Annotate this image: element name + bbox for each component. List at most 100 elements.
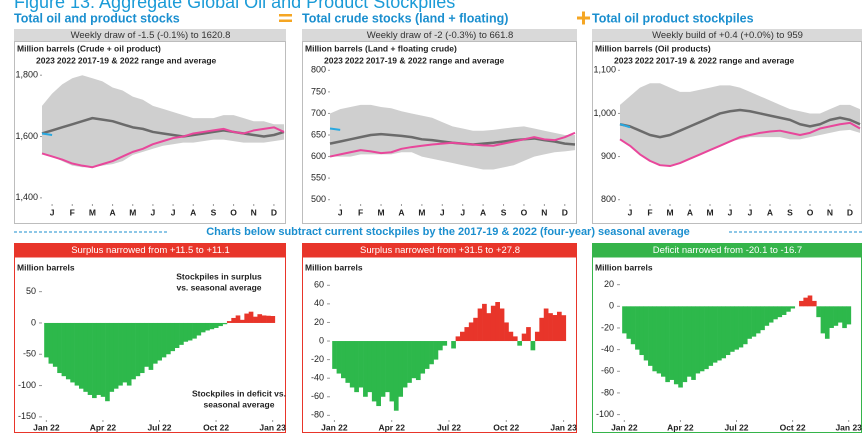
equals-sign: [279, 14, 292, 22]
plus-sign: [577, 11, 590, 25]
x-tick-label: Jul 22: [147, 422, 171, 432]
bar: [253, 316, 258, 323]
bar: [345, 341, 351, 383]
bar: [495, 302, 500, 342]
bar: [777, 306, 783, 318]
x-tick-label: F: [358, 207, 363, 217]
bar: [385, 341, 390, 393]
bar: [213, 322, 219, 328]
annotation: Stockpiles in deficit vs.: [192, 388, 286, 398]
bar: [192, 322, 197, 339]
bar: [122, 322, 128, 383]
bar: [65, 322, 71, 380]
bar: [92, 322, 97, 399]
bar: [433, 341, 439, 360]
panel-title: Surplus narrowed from +31.5 to +27.8: [360, 245, 520, 256]
y-tick-label: -40: [601, 344, 614, 354]
x-tick-label: J: [728, 207, 733, 217]
bar: [747, 306, 752, 339]
bar: [393, 341, 399, 411]
series-line: [41, 132, 53, 136]
bar: [833, 306, 839, 326]
bar: [61, 322, 67, 377]
y-axis-label: Million barrels (Oil products): [595, 43, 711, 53]
legend-label: 2017-19 & 2022 range and average: [656, 55, 795, 65]
bar: [161, 322, 167, 358]
bar: [131, 322, 136, 380]
bar: [442, 341, 448, 346]
series-line: [619, 123, 631, 129]
bar: [691, 306, 696, 380]
y-tick-label: -50: [23, 349, 36, 359]
x-tick-label: M: [89, 207, 96, 217]
y-tick-label: 0: [31, 317, 36, 327]
bar: [451, 341, 456, 349]
bar: [803, 297, 808, 307]
bar: [704, 306, 709, 370]
bar: [669, 306, 675, 380]
bar: [635, 306, 640, 350]
x-tick-label: A: [480, 207, 486, 217]
bar: [725, 306, 731, 356]
bar: [820, 306, 826, 334]
bar: [126, 322, 132, 386]
bar: [477, 308, 483, 342]
bar: [786, 306, 791, 312]
x-tick-label: O: [807, 207, 814, 217]
bar: [135, 322, 141, 377]
annotation: Stockpiles in surplus: [176, 271, 262, 281]
x-tick-label: D: [847, 207, 853, 217]
x-tick-label: A: [767, 207, 773, 217]
panel-title: Total oil and product stocks: [14, 11, 180, 25]
bar: [358, 341, 364, 388]
bar: [699, 306, 705, 372]
bar: [139, 322, 145, 374]
bar: [420, 341, 426, 374]
bar: [170, 322, 176, 352]
bar: [83, 322, 88, 392]
bar: [44, 322, 49, 358]
bar: [429, 341, 434, 365]
y-tick-label: 600: [311, 151, 326, 161]
bar: [96, 322, 102, 395]
bar: [209, 322, 215, 330]
bar: [100, 322, 106, 397]
x-tick-label: A: [190, 207, 196, 217]
bar: [152, 322, 158, 364]
y-tick-label: 750: [311, 86, 326, 96]
x-tick-label: D: [562, 207, 568, 217]
range-band: [330, 104, 575, 170]
y-tick-label: 800: [311, 65, 326, 75]
x-tick-label: M: [706, 207, 713, 217]
bar: [504, 322, 509, 342]
bar: [248, 311, 254, 323]
x-tick-label: J: [748, 207, 753, 217]
bar: [842, 306, 847, 329]
x-tick-label: Jan 23: [259, 422, 286, 432]
x-tick-label: A: [687, 207, 693, 217]
range-band: [620, 83, 860, 167]
y-tick-label: 20: [314, 317, 324, 327]
subtitle-bar: [14, 29, 286, 41]
header-bar: [592, 243, 862, 257]
bar: [738, 306, 744, 348]
panel-subtitle: Weekly draw of -2 (-0.3%) to 661.8: [367, 30, 514, 41]
x-tick-label: S: [501, 207, 507, 217]
range-band: [42, 75, 284, 168]
bar: [526, 327, 531, 342]
bar: [407, 341, 412, 383]
bar: [257, 314, 263, 323]
bar: [824, 306, 830, 339]
x-tick-label: Jan 23: [550, 422, 577, 432]
plot-frame: [14, 41, 286, 224]
x-tick-label: N: [827, 207, 833, 217]
bar: [226, 321, 232, 323]
bar: [499, 308, 505, 342]
bar: [157, 322, 162, 361]
y-tick-label: 500: [311, 194, 326, 204]
bar: [367, 341, 373, 393]
x-tick-label: Oct 22: [203, 422, 229, 432]
bar: [196, 322, 202, 336]
x-tick-label: Apr 22: [667, 422, 694, 432]
bar: [87, 322, 93, 395]
